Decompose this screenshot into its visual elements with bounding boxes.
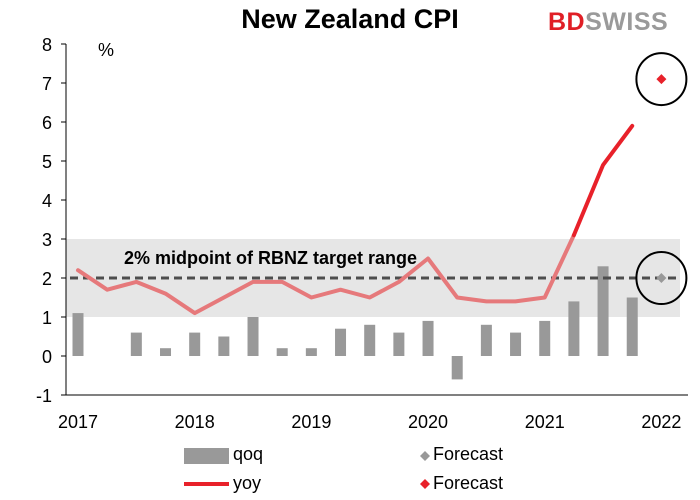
qoq-bar [626, 297, 638, 356]
y-tick-label: 7 [42, 74, 52, 94]
qoq-bar [305, 348, 317, 356]
x-tick-label: 2019 [291, 412, 331, 432]
x-tick-label: 2020 [408, 412, 448, 432]
brand-logo-part2: SWISS [585, 8, 669, 36]
legend-label-yoy: yoy [233, 473, 262, 493]
qoq-bar [364, 324, 376, 356]
midpoint-label: 2% midpoint of RBNZ target range [124, 248, 417, 268]
qoq-bar [247, 317, 259, 356]
legend-marker-forecast-grey [420, 451, 430, 461]
legend-label-forecast-grey: Forecast [433, 444, 504, 464]
y-tick-label: 5 [42, 152, 52, 172]
qoq-bar [335, 328, 347, 356]
qoq-bar [539, 320, 551, 356]
unit-label: % [98, 40, 114, 60]
y-tick-label: 6 [42, 113, 52, 133]
legend-label-qoq: qoq [233, 444, 264, 464]
x-tick-label: 2021 [525, 412, 565, 432]
brand-logo: BDSWISS [548, 8, 668, 37]
chart-title: New Zealand CPI [241, 4, 459, 34]
y-tick-label: 0 [42, 347, 52, 367]
x-tick-label: 2017 [58, 412, 98, 432]
y-tick-label: 3 [42, 230, 52, 250]
y-tick-label: 8 [42, 35, 52, 55]
qoq-bar [189, 332, 201, 356]
legend-marker-qoq [184, 448, 229, 464]
yoy-line-recent [571, 123, 635, 238]
y-tick-label: 2 [42, 269, 52, 289]
qoq-bar [393, 332, 405, 356]
yoy-line [76, 233, 576, 316]
x-tick-label: 2018 [175, 412, 215, 432]
forecast-marker-grey [656, 273, 667, 283]
forecast-marker-red [656, 74, 667, 85]
highlight-circle-bottom [635, 251, 688, 305]
y-tick-label: -1 [36, 386, 52, 406]
highlight-circle-top [635, 52, 688, 107]
qoq-bar [130, 332, 142, 356]
qoq-bar [160, 348, 172, 356]
legend-label-forecast-red: Forecast [433, 473, 504, 493]
qoq-bar [218, 336, 230, 356]
qoq-bar [597, 266, 609, 356]
qoq-bar [422, 320, 434, 356]
x-tick-label: 2022 [641, 412, 681, 432]
qoq-bar [72, 313, 84, 356]
qoq-bar [510, 332, 522, 356]
qoq-bar [480, 324, 492, 356]
y-tick-label: 1 [42, 308, 52, 328]
qoq-bar [451, 356, 463, 380]
brand-logo-part1: BD [548, 8, 586, 36]
y-tick-label: 4 [42, 191, 52, 211]
legend-marker-forecast-red [420, 479, 430, 489]
qoq-bar [276, 348, 288, 356]
qoq-bar [568, 301, 580, 356]
